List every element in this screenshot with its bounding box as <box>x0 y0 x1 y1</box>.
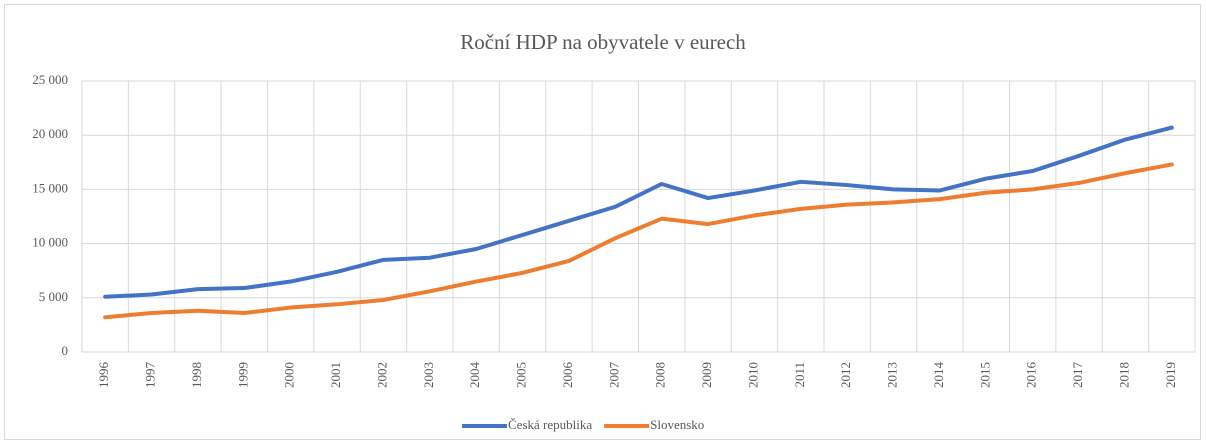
x-tick-label: 2014 <box>931 362 946 389</box>
chart-title: Roční HDP na obyvatele v eurech <box>460 30 746 54</box>
x-tick-label: 2012 <box>838 362 853 388</box>
y-tick-label: 0 <box>62 343 69 358</box>
series-line <box>103 125 1174 299</box>
x-tick-label: 1997 <box>143 362 158 389</box>
x-tick-label: 2018 <box>1116 362 1131 388</box>
x-tick-label: 2016 <box>1024 362 1039 389</box>
x-tick-label: 2017 <box>1070 362 1085 389</box>
x-tick-label: 2004 <box>467 362 482 389</box>
x-tick-label: 1999 <box>235 362 250 388</box>
x-tick-label: 2019 <box>1163 362 1178 388</box>
y-tick-label: 15 000 <box>32 180 68 195</box>
chart-frame <box>4 4 1201 440</box>
x-tick-label: 2013 <box>885 362 900 388</box>
x-tick-label: 2006 <box>560 362 575 389</box>
x-tick-label: 2002 <box>374 362 389 388</box>
x-tick-label: 2005 <box>514 362 529 388</box>
y-tick-label: 10 000 <box>32 235 68 250</box>
x-tick-label: 2008 <box>653 362 668 388</box>
x-tick-label: 2007 <box>606 362 621 389</box>
y-tick-label: 5 000 <box>39 289 68 304</box>
x-tick-label: 2003 <box>421 362 436 388</box>
y-tick-label: 25 000 <box>32 72 68 87</box>
legend-label: Česká republika <box>508 417 592 432</box>
x-tick-label: 2010 <box>745 362 760 388</box>
legend-label: Slovensko <box>650 417 704 432</box>
x-tick-label: 2000 <box>282 362 297 388</box>
series-line <box>103 162 1174 320</box>
x-tick-label: 1996 <box>96 362 111 389</box>
x-tick-label: 2015 <box>977 362 992 388</box>
x-tick-label: 2009 <box>699 362 714 388</box>
x-tick-label: 2011 <box>792 362 807 388</box>
y-tick-label: 20 000 <box>32 126 68 141</box>
x-tick-label: 2001 <box>328 362 343 388</box>
x-tick-label: 1998 <box>189 362 204 388</box>
